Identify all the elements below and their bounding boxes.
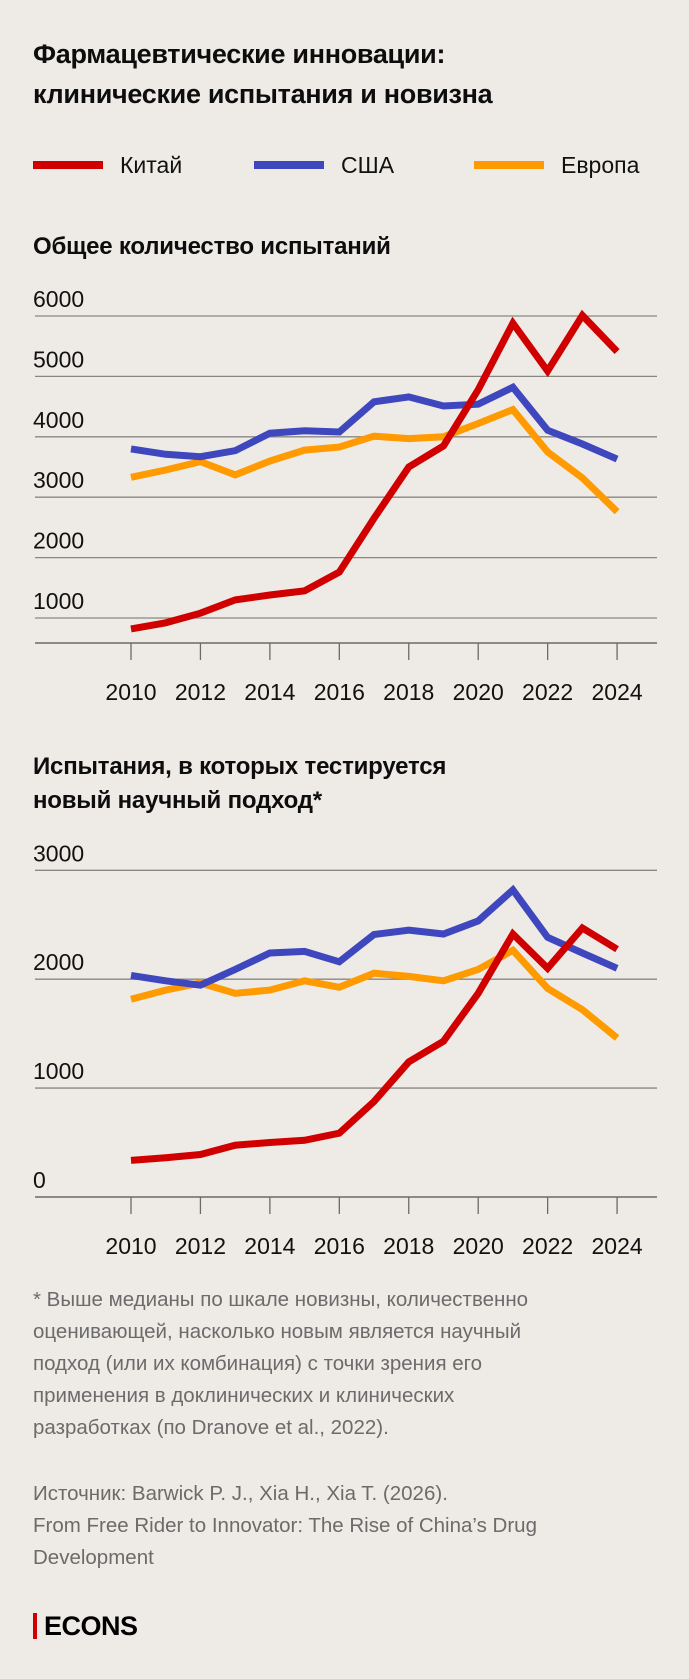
legend-item-usa: США — [254, 148, 394, 182]
x-tick-label: 2010 — [105, 1233, 156, 1259]
chart-novel-approach-trials: 0 1000 2000 3000 2010 2012 2014 2016 2018 2020 202… — [33, 840, 657, 1259]
series-line-china — [130, 923, 619, 1164]
source: Источник: Barwick P. J., Xia H., Xia T. … — [33, 1478, 673, 1574]
y-tick-label: 3000 — [33, 467, 84, 493]
footnote-line: * Выше медианы по шкале новизны, количес… — [33, 1288, 529, 1311]
x-tick-label: 2014 — [244, 1233, 295, 1259]
logo-text: ECONS — [44, 1610, 138, 1641]
source-line: Development — [33, 1546, 154, 1569]
y-tick-label: 1000 — [33, 1058, 84, 1084]
x-tick-label: 2010 — [105, 679, 156, 705]
y-tick-label: 0 — [33, 1167, 46, 1193]
footnote-line: подход (или их комбинация) с точки зрени… — [33, 1352, 483, 1375]
footnote-line: оценивающей, насколько новым является на… — [33, 1320, 522, 1343]
x-tick-label: 2016 — [314, 1233, 365, 1259]
legend-swatch-europe — [474, 161, 544, 169]
x-tick-label: 2018 — [383, 1233, 434, 1259]
x-tick-label: 2022 — [522, 679, 573, 705]
legend-swatch-usa — [254, 161, 324, 169]
y-tick-label: 5000 — [33, 346, 84, 372]
series-line-usa — [130, 382, 619, 463]
x-tick-label: 2020 — [453, 1233, 504, 1259]
legend-label: Китай — [120, 151, 183, 178]
series-line-china — [130, 309, 620, 633]
chart-2-title: Испытания, в которых тестируется новый н… — [33, 750, 446, 818]
page-title: Фармацевтические инновации: клинические … — [33, 34, 493, 114]
legend-label: Европа — [561, 151, 640, 178]
chart-1-title: Общее количество испытаний — [33, 230, 391, 264]
legend-item-europe: Европа — [474, 148, 639, 182]
y-tick-label: 2000 — [33, 528, 84, 554]
legend-item-china: Китай — [33, 148, 182, 182]
page-title-line: клинические испытания и новизна — [33, 79, 493, 109]
chart-2-title-line: Испытания, в которых тестируется — [33, 753, 447, 780]
chart-2-title-line: новый научный подход* — [33, 787, 322, 814]
x-tick-label: 2012 — [175, 679, 226, 705]
footnote-line: применения в доклинических и клинических — [33, 1384, 455, 1407]
source-line: Источник: Barwick P. J., Xia H., Xia T. … — [33, 1482, 448, 1505]
y-tick-label: 6000 — [33, 286, 84, 312]
x-tick-label: 2014 — [244, 679, 295, 705]
source-line: From Free Rider to Innovator: The Rise o… — [33, 1514, 537, 1537]
econs-logo: ECONS — [33, 1611, 138, 1641]
legend-label: США — [341, 151, 395, 178]
logo-bar — [33, 1613, 37, 1639]
x-tick-label: 2012 — [175, 1233, 226, 1259]
footnote-line: разработках (по Dranove et al., 2022). — [33, 1416, 389, 1439]
series-line-usa — [130, 884, 619, 989]
y-tick-label: 2000 — [33, 949, 84, 975]
chart-1-title-line: Общее количество испытаний — [33, 233, 391, 260]
chart-total-trials: 1000 2000 3000 4000 5000 6000 2010 2012 2014 2016… — [33, 286, 657, 705]
footnote: * Выше медианы по шкале новизны, количес… — [33, 1284, 663, 1444]
x-tick-label: 2024 — [591, 1233, 642, 1259]
x-tick-label: 2024 — [591, 679, 642, 705]
x-tick-label: 2016 — [314, 679, 365, 705]
y-tick-label: 3000 — [33, 840, 84, 866]
series-line-europe — [130, 405, 620, 515]
legend-swatch-china — [33, 161, 103, 169]
y-tick-label: 4000 — [33, 407, 84, 433]
page-title-line: Фармацевтические инновации: — [33, 39, 446, 69]
x-tick-label: 2022 — [522, 1233, 573, 1259]
series-line-europe — [130, 945, 620, 1041]
x-tick-label: 2020 — [453, 679, 504, 705]
y-tick-label: 1000 — [33, 588, 84, 614]
x-tick-label: 2018 — [383, 679, 434, 705]
